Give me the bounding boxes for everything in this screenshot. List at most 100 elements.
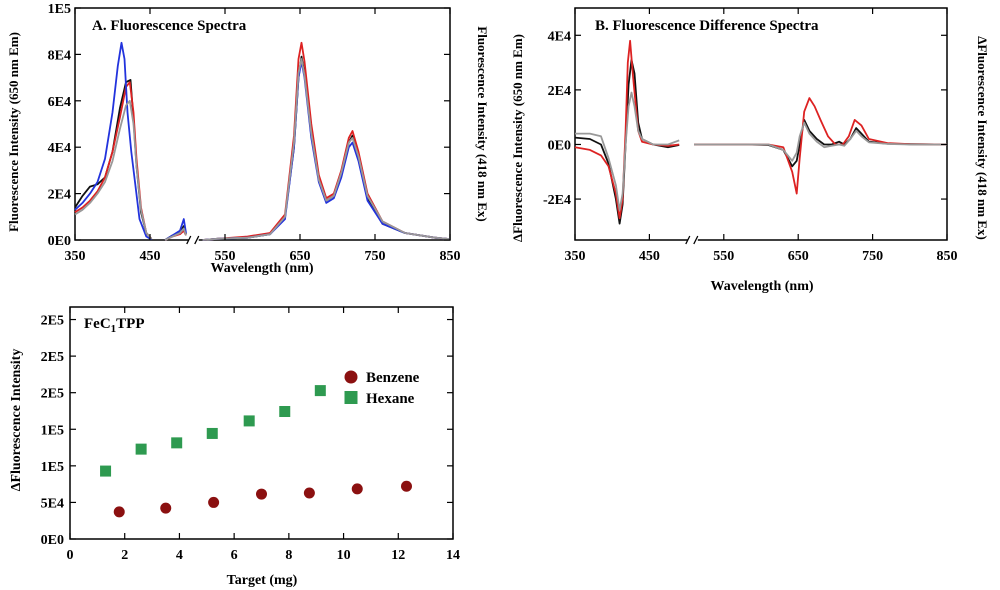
- panel-a-xtick-label: 450: [140, 249, 161, 264]
- point-hexane-3: [206, 427, 218, 439]
- panel-c-xtick-label: 2: [121, 548, 128, 563]
- panel-a-series-red-segment-2: [202, 41, 451, 241]
- panel-c-scatter: 0 2 4 6 8 10 12 14 0E0 5E4 1E5 1E5 2E5 2E5 2E5 FeC1TPP…: [9, 306, 460, 588]
- panel-a-ytick-label: 6E4: [48, 95, 71, 110]
- legend-benzene-marker: [344, 370, 358, 384]
- panel-a-xtick-label: 350: [65, 249, 86, 264]
- panel-a-frame: [74, 7, 451, 241]
- panel-b-ylabel-left: ΔFluorescence Intensity (650 nm Em): [510, 34, 525, 242]
- panel-b-axis-break-mark: [693, 235, 699, 245]
- point-hexane-4: [243, 415, 255, 427]
- panel-a-xtick-label: 850: [440, 249, 461, 264]
- legend-benzene-label: Benzene: [366, 370, 420, 386]
- point-benzene-4: [303, 487, 315, 499]
- panel-a-ytick-label: 4E4: [48, 141, 71, 156]
- panel-a-xtick-label: 550: [215, 249, 236, 264]
- panel-c-xtick-label: 4: [176, 548, 183, 563]
- panel-c-legend: Benzene Hexane: [344, 370, 420, 407]
- panel-a-series-gray-segment-0: [74, 99, 153, 240]
- panel-c-title: FeC1TPP: [84, 316, 145, 335]
- panel-c-ytick-label: 2E5: [41, 350, 64, 365]
- panel-c-ylabel: ΔFluorescence Intensity: [9, 349, 24, 492]
- panel-b-series-gray-segment-1: [694, 121, 947, 162]
- panel-c-xtick-label: 10: [337, 548, 351, 563]
- panel-a-axis-break-mark: [186, 235, 192, 245]
- panel-a-ytick-label: 1E5: [48, 2, 71, 17]
- point-benzene-0: [113, 506, 125, 518]
- panel-c-title-rest: TPP: [116, 316, 144, 332]
- panel-b-frame: [574, 7, 948, 241]
- panel-c-points: [100, 385, 412, 518]
- panel-a-ylabel-left: Fluorescence Intensity (650 nm Em): [6, 32, 21, 232]
- panel-b-xtick-label: 350: [565, 249, 586, 264]
- point-benzene-1: [160, 502, 172, 514]
- panel-c-ytick-label: 0E0: [41, 533, 64, 548]
- panel-b-series-group: [574, 39, 948, 225]
- legend-hexane-label: Hexane: [366, 391, 415, 407]
- panel-c-ytick-label: 5E4: [41, 496, 64, 511]
- panel-a-series-black-segment-2: [202, 55, 451, 241]
- panel-b-xtick-label: 450: [639, 249, 660, 264]
- panel-b-xlabel: Wavelength (nm): [710, 279, 813, 294]
- panel-a-series-gray-segment-2: [202, 58, 451, 241]
- panel-c-ytick-label: 1E5: [41, 460, 64, 475]
- point-hexane-2: [171, 437, 183, 449]
- panel-c-title-main: FeC: [84, 316, 111, 332]
- panel-a-ylabel-right: Fluorescence Intensity (418 nm Ex): [475, 26, 490, 221]
- panel-c-title-sub: 1: [111, 323, 117, 335]
- panel-b-ytick-label: 2E4: [548, 84, 571, 99]
- panel-a-title: A. Fluorescence Spectra: [92, 18, 247, 34]
- point-benzene-6: [400, 480, 412, 492]
- panel-c-xtick-label: 0: [67, 548, 74, 563]
- point-benzene-3: [256, 488, 267, 500]
- panel-b-xtick-label: 750: [862, 249, 883, 264]
- point-benzene-5: [351, 483, 363, 495]
- panel-b-series-gray-segment-0: [575, 91, 680, 211]
- panel-a-ytick-label: 8E4: [48, 48, 71, 63]
- panel-a-xtick-label: 650: [290, 249, 311, 264]
- panel-b-ytick-label: -2E4: [543, 193, 571, 208]
- panel-c-ytick-label: 1E5: [41, 423, 64, 438]
- panel-b-axis-break-gap: [687, 237, 698, 243]
- panel-b-ylabel-right: ΔFluorescence Intensity (418 nm Ex): [975, 36, 990, 240]
- panel-b-series-black-segment-1: [694, 119, 948, 168]
- panel-b-xtick-label: 650: [788, 249, 809, 264]
- point-hexane-5: [279, 406, 291, 418]
- legend-hexane-marker: [344, 391, 358, 404]
- panel-c-ticks: 0 2 4 6 8 10 12 14 0E0 5E4 1E5 1E5 2E5 2E5 2E5: [41, 307, 460, 563]
- panel-c-xtick-label: 6: [231, 548, 238, 563]
- panel-b-ticks: 350 450 550 650 750 850 -2E4 0E0 2E4 4E4: [543, 8, 958, 264]
- panel-a-series-blue-segment-0: [74, 41, 152, 241]
- panel-a-series-group: [74, 41, 451, 241]
- panel-a-xlabel: Wavelength (nm): [210, 261, 313, 276]
- panel-c-ytick-label: 2E5: [41, 387, 64, 402]
- panel-a-axis-break-mark: [194, 235, 200, 245]
- panel-a-fluorescence-spectra: 350 450 550 650 750 850 0E0 2E4 4E4 6E4 8E4 1E5 A. …: [6, 2, 490, 276]
- panel-c-xtick-label: 14: [446, 548, 460, 563]
- panel-b-series-red-segment-1: [694, 97, 948, 195]
- point-hexane-6: [314, 385, 326, 397]
- panel-b-ytick-label: 0E0: [548, 138, 571, 153]
- panel-a-ticks: 350 450 550 650 750 850 0E0 2E4 4E4 6E4 8E4 1E5: [48, 2, 461, 264]
- panel-b-difference-spectra: 350 450 550 650 750 850 -2E4 0E0 2E4 4E4 B. Fluor…: [510, 7, 990, 294]
- panel-b-xtick-label: 850: [937, 249, 958, 264]
- panel-a-xtick-label: 750: [365, 249, 386, 264]
- panel-a-axis-break-gap: [188, 237, 199, 243]
- panel-b-title: B. Fluorescence Difference Spectra: [595, 18, 819, 34]
- panel-b-xtick-label: 550: [713, 249, 734, 264]
- panel-c-frame: [69, 306, 454, 540]
- panel-a-series-blue-segment-2: [202, 60, 451, 241]
- point-benzene-2: [208, 496, 220, 508]
- panel-c-xtick-label: 8: [285, 548, 292, 563]
- point-hexane-1: [135, 443, 147, 455]
- panel-a-ytick-label: 0E0: [48, 234, 71, 249]
- point-hexane-0: [100, 465, 112, 477]
- panel-c-xlabel: Target (mg): [227, 573, 298, 588]
- panel-b-axis-break-mark: [685, 235, 691, 245]
- panel-a-series-gray-segment-1: [164, 227, 187, 241]
- panel-c-xtick-label: 12: [391, 548, 405, 563]
- panel-c-ytick-label: 2E5: [41, 314, 64, 329]
- panel-a-ytick-label: 2E4: [48, 188, 71, 203]
- panel-b-series-red-segment-0: [574, 39, 680, 220]
